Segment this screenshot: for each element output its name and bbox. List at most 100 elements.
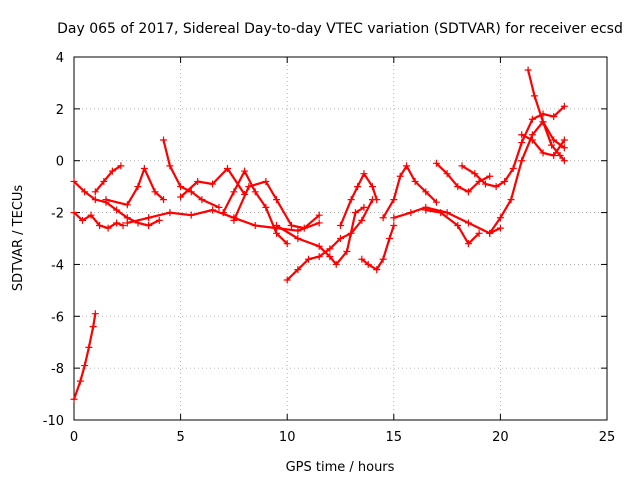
series-line bbox=[526, 68, 566, 162]
series-arc-10 bbox=[230, 177, 323, 232]
data-point bbox=[501, 177, 509, 185]
data-point bbox=[104, 224, 112, 232]
data-point bbox=[464, 188, 472, 196]
data-point bbox=[407, 209, 415, 217]
data-point bbox=[305, 255, 313, 263]
series-arc-14 bbox=[358, 222, 398, 274]
data-point bbox=[209, 180, 217, 188]
data-point bbox=[145, 214, 153, 222]
data-point bbox=[140, 164, 148, 172]
data-point bbox=[518, 131, 526, 139]
data-point bbox=[337, 222, 344, 230]
y-tick-label: 4 bbox=[56, 51, 64, 66]
axis-ticks: 0 5 10 15 20 25 -10 -8 -6 -4 -2 0 2 4 bbox=[43, 51, 616, 445]
data-point bbox=[332, 260, 340, 268]
data-point bbox=[518, 139, 526, 147]
data-point bbox=[245, 183, 253, 191]
data-point bbox=[224, 164, 232, 172]
data-point bbox=[507, 196, 515, 204]
data-point bbox=[486, 229, 494, 237]
data-point bbox=[560, 144, 568, 152]
data-point bbox=[273, 222, 281, 230]
y-tick-label: -2 bbox=[51, 207, 64, 222]
data-point bbox=[360, 170, 368, 178]
data-point bbox=[454, 183, 462, 191]
series-line bbox=[488, 120, 566, 235]
data-point bbox=[531, 92, 539, 100]
data-point bbox=[166, 162, 174, 170]
data-point bbox=[326, 253, 334, 261]
series-arc-20 bbox=[486, 118, 568, 237]
data-point bbox=[364, 260, 372, 268]
series-line bbox=[339, 172, 378, 227]
data-point bbox=[360, 203, 368, 211]
data-point bbox=[390, 214, 398, 222]
data-point bbox=[209, 206, 217, 214]
data-point bbox=[113, 219, 121, 227]
data-point bbox=[91, 188, 99, 196]
y-axis-label: SDTVAR / TECUs bbox=[11, 185, 26, 292]
plot-frame bbox=[73, 56, 608, 421]
data-point bbox=[119, 222, 127, 230]
data-point bbox=[315, 211, 323, 219]
series-arc-9 bbox=[219, 167, 291, 248]
data-point bbox=[215, 203, 223, 211]
data-point bbox=[379, 214, 387, 222]
data-point bbox=[70, 395, 78, 403]
x-tick-label: 10 bbox=[279, 430, 296, 445]
series-line bbox=[275, 206, 366, 266]
series-line bbox=[104, 167, 165, 206]
series-line bbox=[460, 105, 566, 188]
data-point bbox=[539, 118, 547, 126]
data-point bbox=[85, 343, 93, 351]
x-axis-label: GPS time / hours bbox=[286, 460, 395, 475]
data-point bbox=[560, 136, 568, 144]
series-arc-13 bbox=[337, 170, 381, 230]
data-point bbox=[396, 172, 404, 180]
series-arc-21 bbox=[524, 66, 568, 165]
data-point bbox=[76, 377, 84, 385]
series-arc-15 bbox=[379, 162, 440, 222]
data-point bbox=[358, 216, 366, 224]
data-point bbox=[91, 196, 99, 204]
data-point bbox=[550, 136, 558, 144]
series-arc-1 bbox=[70, 310, 99, 403]
series-arc-4 bbox=[91, 162, 125, 196]
y-tick-label: -6 bbox=[51, 310, 64, 325]
data-point bbox=[123, 201, 131, 209]
data-point bbox=[117, 162, 125, 170]
series-line bbox=[232, 180, 321, 230]
data-point bbox=[368, 183, 376, 191]
data-point bbox=[518, 157, 526, 165]
chart-title: Day 065 of 2017, Sidereal Day-to-day VTE… bbox=[57, 21, 623, 37]
data-point bbox=[315, 219, 323, 227]
data-point bbox=[351, 209, 359, 217]
data-point bbox=[273, 229, 281, 237]
data-point bbox=[294, 235, 302, 242]
data-point bbox=[315, 242, 323, 250]
data-point bbox=[79, 216, 87, 224]
data-point bbox=[411, 177, 419, 185]
y-tick-label: 0 bbox=[56, 155, 64, 170]
series-line bbox=[162, 138, 221, 209]
data-point bbox=[241, 167, 249, 175]
data-point bbox=[492, 183, 500, 191]
data-point bbox=[443, 209, 451, 217]
data-point bbox=[123, 219, 131, 227]
data-point bbox=[300, 224, 308, 232]
data-point bbox=[89, 323, 97, 331]
data-point bbox=[230, 188, 238, 196]
data-point bbox=[283, 276, 291, 284]
data-point bbox=[70, 177, 78, 185]
data-point bbox=[432, 159, 440, 167]
data-point bbox=[160, 136, 168, 144]
data-point bbox=[177, 193, 185, 201]
data-point bbox=[96, 222, 104, 230]
data-point bbox=[145, 222, 153, 230]
data-point bbox=[326, 245, 334, 253]
data-point bbox=[550, 113, 558, 121]
data-point bbox=[509, 164, 517, 172]
series-arc-7 bbox=[160, 136, 223, 211]
data-point bbox=[422, 206, 430, 214]
